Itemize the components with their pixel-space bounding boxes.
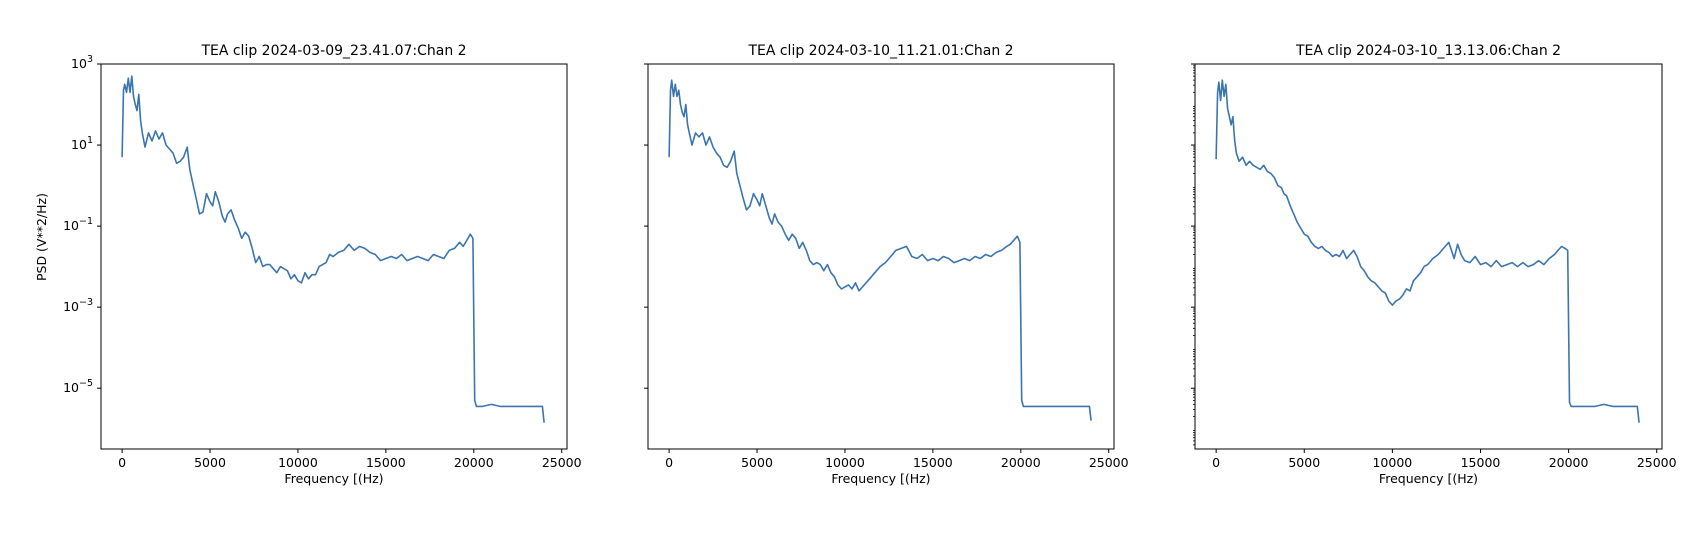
y-tick-label: 10−3: [63, 297, 93, 314]
y-tick-label: 10−5: [63, 378, 93, 395]
y-tick-label: 10−1: [63, 216, 93, 233]
x-tick-label: 25000: [542, 455, 582, 470]
x-tick-label: 5000: [1288, 455, 1320, 470]
y-axis-label: PSD (V**2/Hz): [34, 193, 49, 281]
x-tick-label: 5000: [741, 455, 773, 470]
x-tick-label: 20000: [1001, 455, 1041, 470]
x-tick-label: 15000: [366, 455, 406, 470]
psd-series-line: [1215, 79, 1640, 423]
chart-title: TEA clip 2024-03-10_11.21.01:Chan 2: [747, 43, 1013, 59]
x-tick-label: 15000: [1461, 455, 1501, 470]
y-tick-label: 103: [71, 54, 93, 71]
x-tick-label: 0: [118, 455, 126, 470]
x-axis-label: Frequency [(Hz): [1379, 471, 1478, 486]
x-tick-label: 20000: [1549, 455, 1589, 470]
psd-series-line: [121, 75, 545, 423]
x-tick-label: 25000: [1089, 455, 1129, 470]
x-tick-label: 5000: [194, 455, 226, 470]
x-tick-label: 25000: [1637, 455, 1677, 470]
psd-series-line: [668, 79, 1092, 421]
y-tick-label: 101: [71, 135, 93, 152]
x-tick-label: 10000: [1372, 455, 1412, 470]
axes-frame: [1194, 63, 1663, 450]
x-axis-label: Frequency [(Hz): [831, 471, 930, 486]
subplot-3: TEA clip 2024-03-10_13.13.06:Chan 2 0 5000…: [1191, 43, 1677, 486]
chart-title: TEA clip 2024-03-10_13.13.06:Chan 2: [1295, 43, 1561, 59]
x-tick-label: 20000: [454, 455, 494, 470]
x-tick-label: 0: [1212, 455, 1220, 470]
chart-title: TEA clip 2024-03-09_23.41.07:Chan 2: [200, 43, 466, 59]
axes-frame: [100, 63, 568, 450]
x-tick-label: 10000: [278, 455, 318, 470]
subplot-1: TEA clip 2024-03-09_23.41.07:Chan 2 0 5000…: [63, 43, 582, 486]
subplot-panels: TEA clip 2024-03-09_23.41.07:Chan 2 0 5000…: [63, 43, 1677, 486]
subplot-2: TEA clip 2024-03-10_11.21.01:Chan 2 0 5000…: [644, 43, 1129, 486]
x-tick-label: 10000: [825, 455, 865, 470]
x-axis-label: Frequency [(Hz): [284, 471, 383, 486]
x-tick-label: 15000: [913, 455, 953, 470]
x-tick-label: 0: [665, 455, 673, 470]
axes-frame: [647, 63, 1115, 450]
